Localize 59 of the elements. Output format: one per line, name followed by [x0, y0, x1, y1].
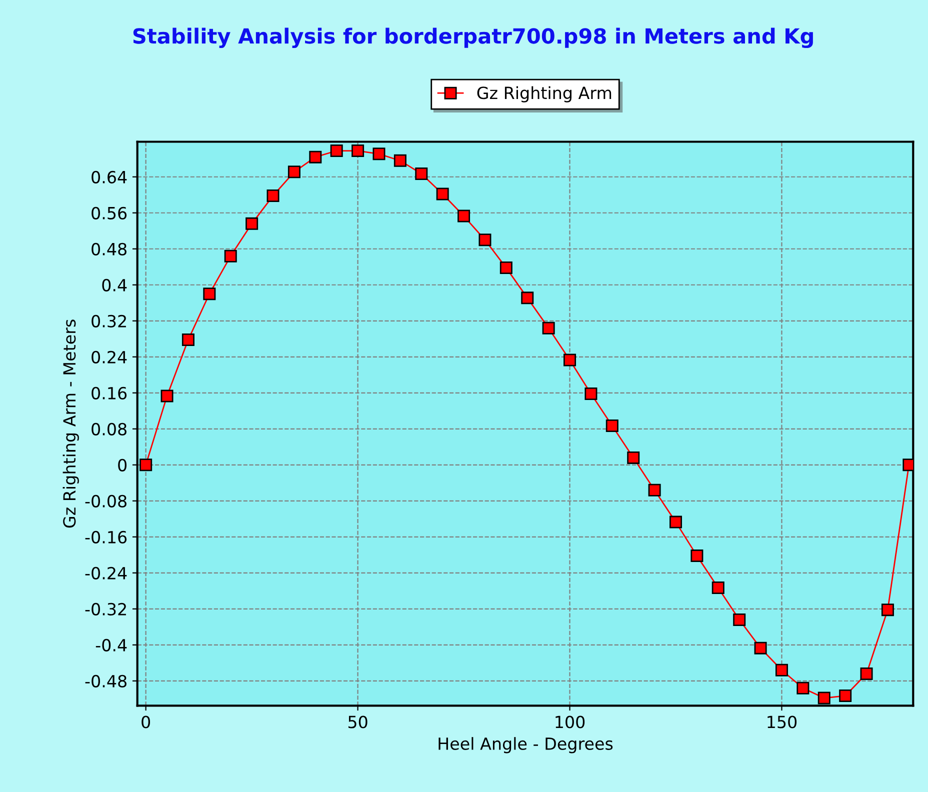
- point: [839, 690, 852, 702]
- y-tick-label: 0.4: [102, 278, 127, 292]
- point: [330, 144, 343, 158]
- point: [309, 150, 322, 164]
- y-axis-title: Gz Righting Arm - Meters: [62, 320, 79, 528]
- y-tick-label: 0.16: [92, 386, 127, 400]
- point: [606, 419, 618, 432]
- y-tick-label: -0.48: [85, 674, 126, 688]
- point: [500, 262, 512, 274]
- x-axis-title: Heel Angle - Degrees: [438, 737, 613, 754]
- point: [775, 664, 788, 676]
- point: [521, 292, 534, 304]
- point: [288, 166, 300, 178]
- point: [372, 148, 386, 160]
- point: [458, 210, 470, 222]
- point: [542, 322, 555, 334]
- y-tick-label: 0: [118, 458, 127, 472]
- point: [669, 516, 682, 528]
- y-tick-label: 0.64: [92, 170, 127, 184]
- y-tick-label: -0.32: [85, 602, 126, 616]
- legend-label: Gz Righting Arm: [477, 86, 612, 102]
- y-tick-label: -0.4: [96, 638, 127, 652]
- point: [564, 354, 576, 366]
- x-tick-label: 0: [142, 716, 150, 728]
- point: [394, 154, 406, 167]
- point: [754, 642, 767, 654]
- point: [818, 692, 830, 704]
- y-tick-label: 0.48: [92, 242, 126, 256]
- point: [436, 188, 449, 200]
- point: [415, 167, 428, 180]
- y-tick-label: -0.16: [85, 530, 127, 544]
- chart-title: Stability Analysis for borderpatr700.p98 in Meters and Kg: [133, 28, 813, 48]
- point: [881, 604, 894, 616]
- point: [224, 250, 237, 262]
- y-tick-label: 0.56: [92, 206, 127, 220]
- y-tick-label: 0.08: [92, 422, 126, 436]
- point: [627, 451, 640, 464]
- x-tick-label: 100: [556, 716, 585, 728]
- y-tick-label: -0.24: [85, 566, 127, 580]
- point: [478, 234, 492, 246]
- point: [690, 550, 704, 562]
- point: [584, 388, 598, 400]
- point: [860, 667, 873, 680]
- point: [796, 682, 810, 694]
- x-tick-label: 150: [768, 716, 797, 728]
- point: [648, 484, 661, 496]
- x-tick-label: 50: [348, 716, 368, 728]
- point: [246, 217, 258, 230]
- point: [352, 144, 364, 158]
- point: [140, 458, 152, 472]
- point: [203, 288, 216, 300]
- y-tick-label: -0.08: [85, 494, 126, 508]
- point: [733, 613, 746, 626]
- point: [182, 334, 194, 346]
- point: [160, 390, 174, 402]
- y-tick-label: 0.32: [92, 314, 126, 328]
- point: [712, 582, 724, 594]
- y-tick-label: 0.24: [92, 350, 127, 364]
- point: [266, 190, 280, 202]
